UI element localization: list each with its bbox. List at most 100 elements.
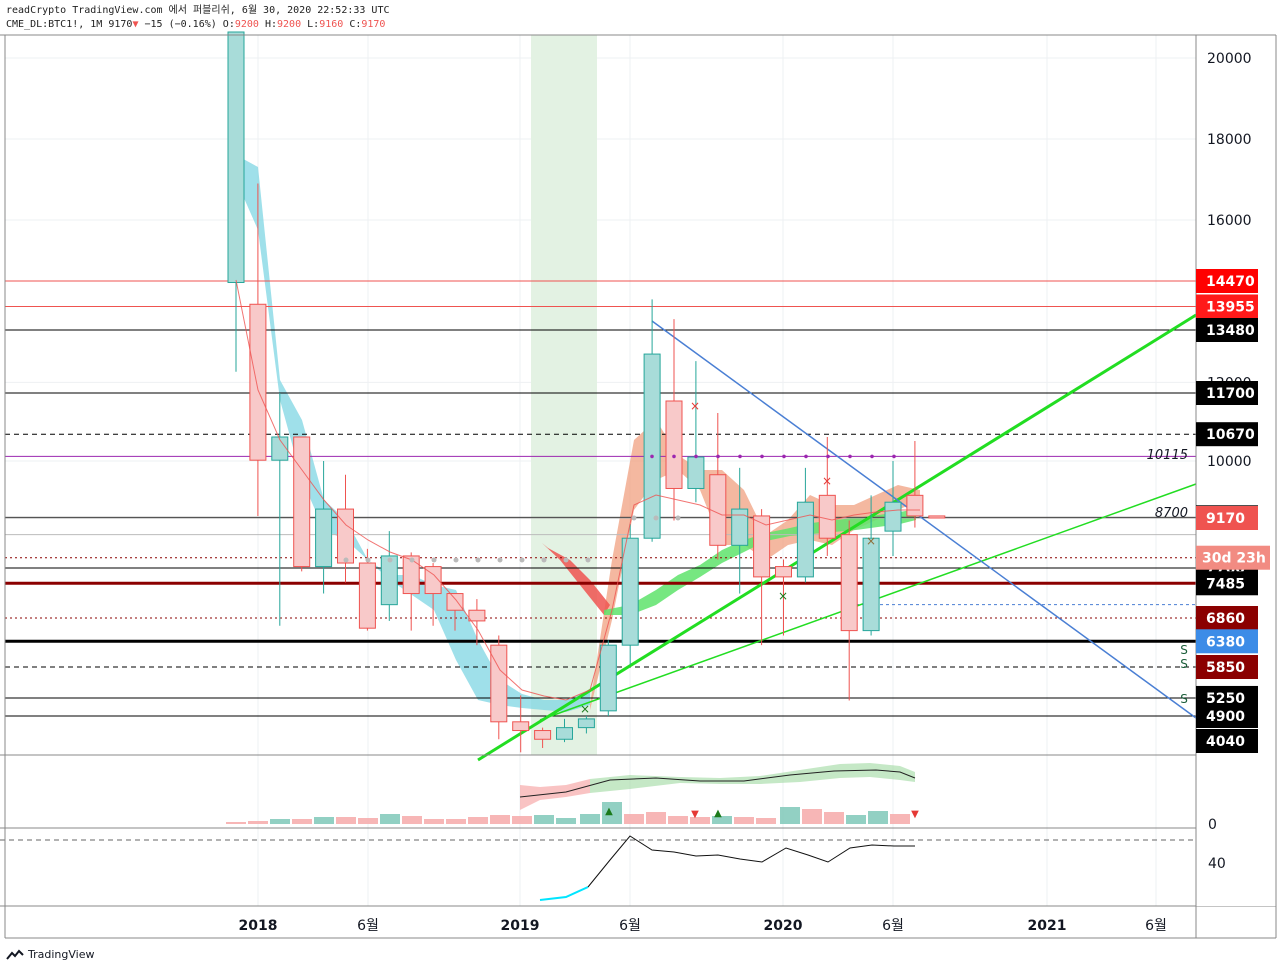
down-triangle-marker: ▼ [691,809,699,820]
volume-bar [890,814,910,824]
low-label: L: [307,19,320,30]
price-tag [1196,318,1258,342]
price-tag [1196,729,1258,753]
volume-bar [424,819,444,824]
candle-body [358,562,376,629]
moving-average-line [235,279,920,701]
candle-body [665,400,683,489]
time-tick-label: 6월 [882,918,904,934]
price-tick-label: 20000 [1207,51,1252,67]
volume-bar [358,818,378,824]
time-tick-label: 6월 [357,918,379,934]
purple-dot [738,454,742,459]
low-value: 9160 [319,19,344,30]
price-tag [1196,655,1258,679]
green-x-marker: × [580,702,590,716]
up-triangle-marker: ▲ [714,808,722,819]
candle-body [862,537,880,632]
chart-header: readCrypto TradingView.com 에서 퍼블리쉬, 6월 3… [6,4,390,32]
stoch-cyan-line [539,886,589,901]
candle-body [534,730,552,740]
s-marker: S [1180,643,1188,657]
footer: TradingView [6,948,94,961]
volume-bar [556,818,576,824]
price-tag-label: 6380 [1206,634,1245,650]
volume-bar [248,821,268,824]
price-tag [1196,629,1258,654]
dot-marker [387,557,393,563]
green-trendline-thick [477,313,1197,762]
time-axis: 2018 6월 2019 6월 2020 6월 2021 6월 [239,918,1167,934]
candle-body [709,474,727,546]
green-x-marker: × [778,589,788,603]
dot-marker [475,557,481,563]
time-tick-label: 2020 [764,918,803,934]
blue-trendline [651,320,1197,719]
purple-dot [826,454,830,459]
candle-body [687,456,705,489]
countdown-label: 30d 23h [1202,551,1266,567]
candle-body [468,609,486,622]
down-arrow-icon: ▼ [132,19,139,30]
volume-bar [534,815,554,824]
time-tick-label: 2018 [239,918,278,934]
volume-bar [580,814,600,824]
osc-red-cloud [520,779,590,810]
volume-bar [512,816,532,824]
s-marker: S [1180,657,1188,671]
volume-bar [824,812,844,824]
symbol-label: CME_DL:BTC1!, 1M [6,19,103,30]
ohlc-line: CME_DL:BTC1!, 1M 9170▼ −15 (−0.16%) O:92… [6,18,390,32]
volume-bar [336,817,356,824]
candle-body [271,436,289,461]
candle-body [840,534,858,632]
time-tick-label: 2019 [501,918,540,934]
osc-green-cloud [590,763,915,793]
candle-body [577,718,595,729]
stoch-line [587,835,915,888]
gray-level-label: 8700 [1155,506,1188,521]
purple-dot [804,454,808,459]
down-triangle-marker: ▼ [911,809,919,820]
volume-bar [846,815,866,824]
open-value: 9200 [234,19,259,30]
stoch-pane [0,835,1196,901]
price-tag-label: 4900 [1206,709,1245,725]
candle-body [402,555,420,595]
purple-dot [716,454,720,459]
grid [5,35,1196,906]
price-tag [1196,422,1258,447]
price-tag [1196,606,1258,630]
volume-bar [446,819,466,824]
volume-bars [226,802,910,824]
salmon-wedge [542,543,610,615]
price-tag [1196,571,1258,596]
dot-marker [519,557,525,563]
candle-body [906,494,924,517]
volume-bar [780,807,800,824]
price-tag-label: 11700 [1206,386,1255,402]
osc-zero-tick: 0 [1208,817,1217,833]
price-tick-label: 16000 [1207,213,1252,229]
purple-level-label: 10115 [1147,448,1188,463]
level-tags: 1447013955134801170010670918091707760748… [1196,269,1270,753]
candle-body [337,508,354,564]
price-tag [1196,506,1258,530]
price-tag-label: 7485 [1206,576,1245,592]
dot-marker [431,557,437,563]
price-tag [1196,704,1258,728]
candle-body [731,508,749,546]
price-axis [1196,35,1280,906]
red-x-marker: × [690,399,700,413]
brown-x-marker: × [866,534,876,548]
close-label: C: [349,19,362,30]
candle-body [928,515,946,519]
candle-body [599,644,617,712]
price-tag-label: 5850 [1206,660,1245,676]
purple-dot [782,454,786,459]
volume-bar [380,814,400,824]
candle-body [621,537,639,646]
dot-marker [365,557,371,563]
candle-body [796,501,814,578]
